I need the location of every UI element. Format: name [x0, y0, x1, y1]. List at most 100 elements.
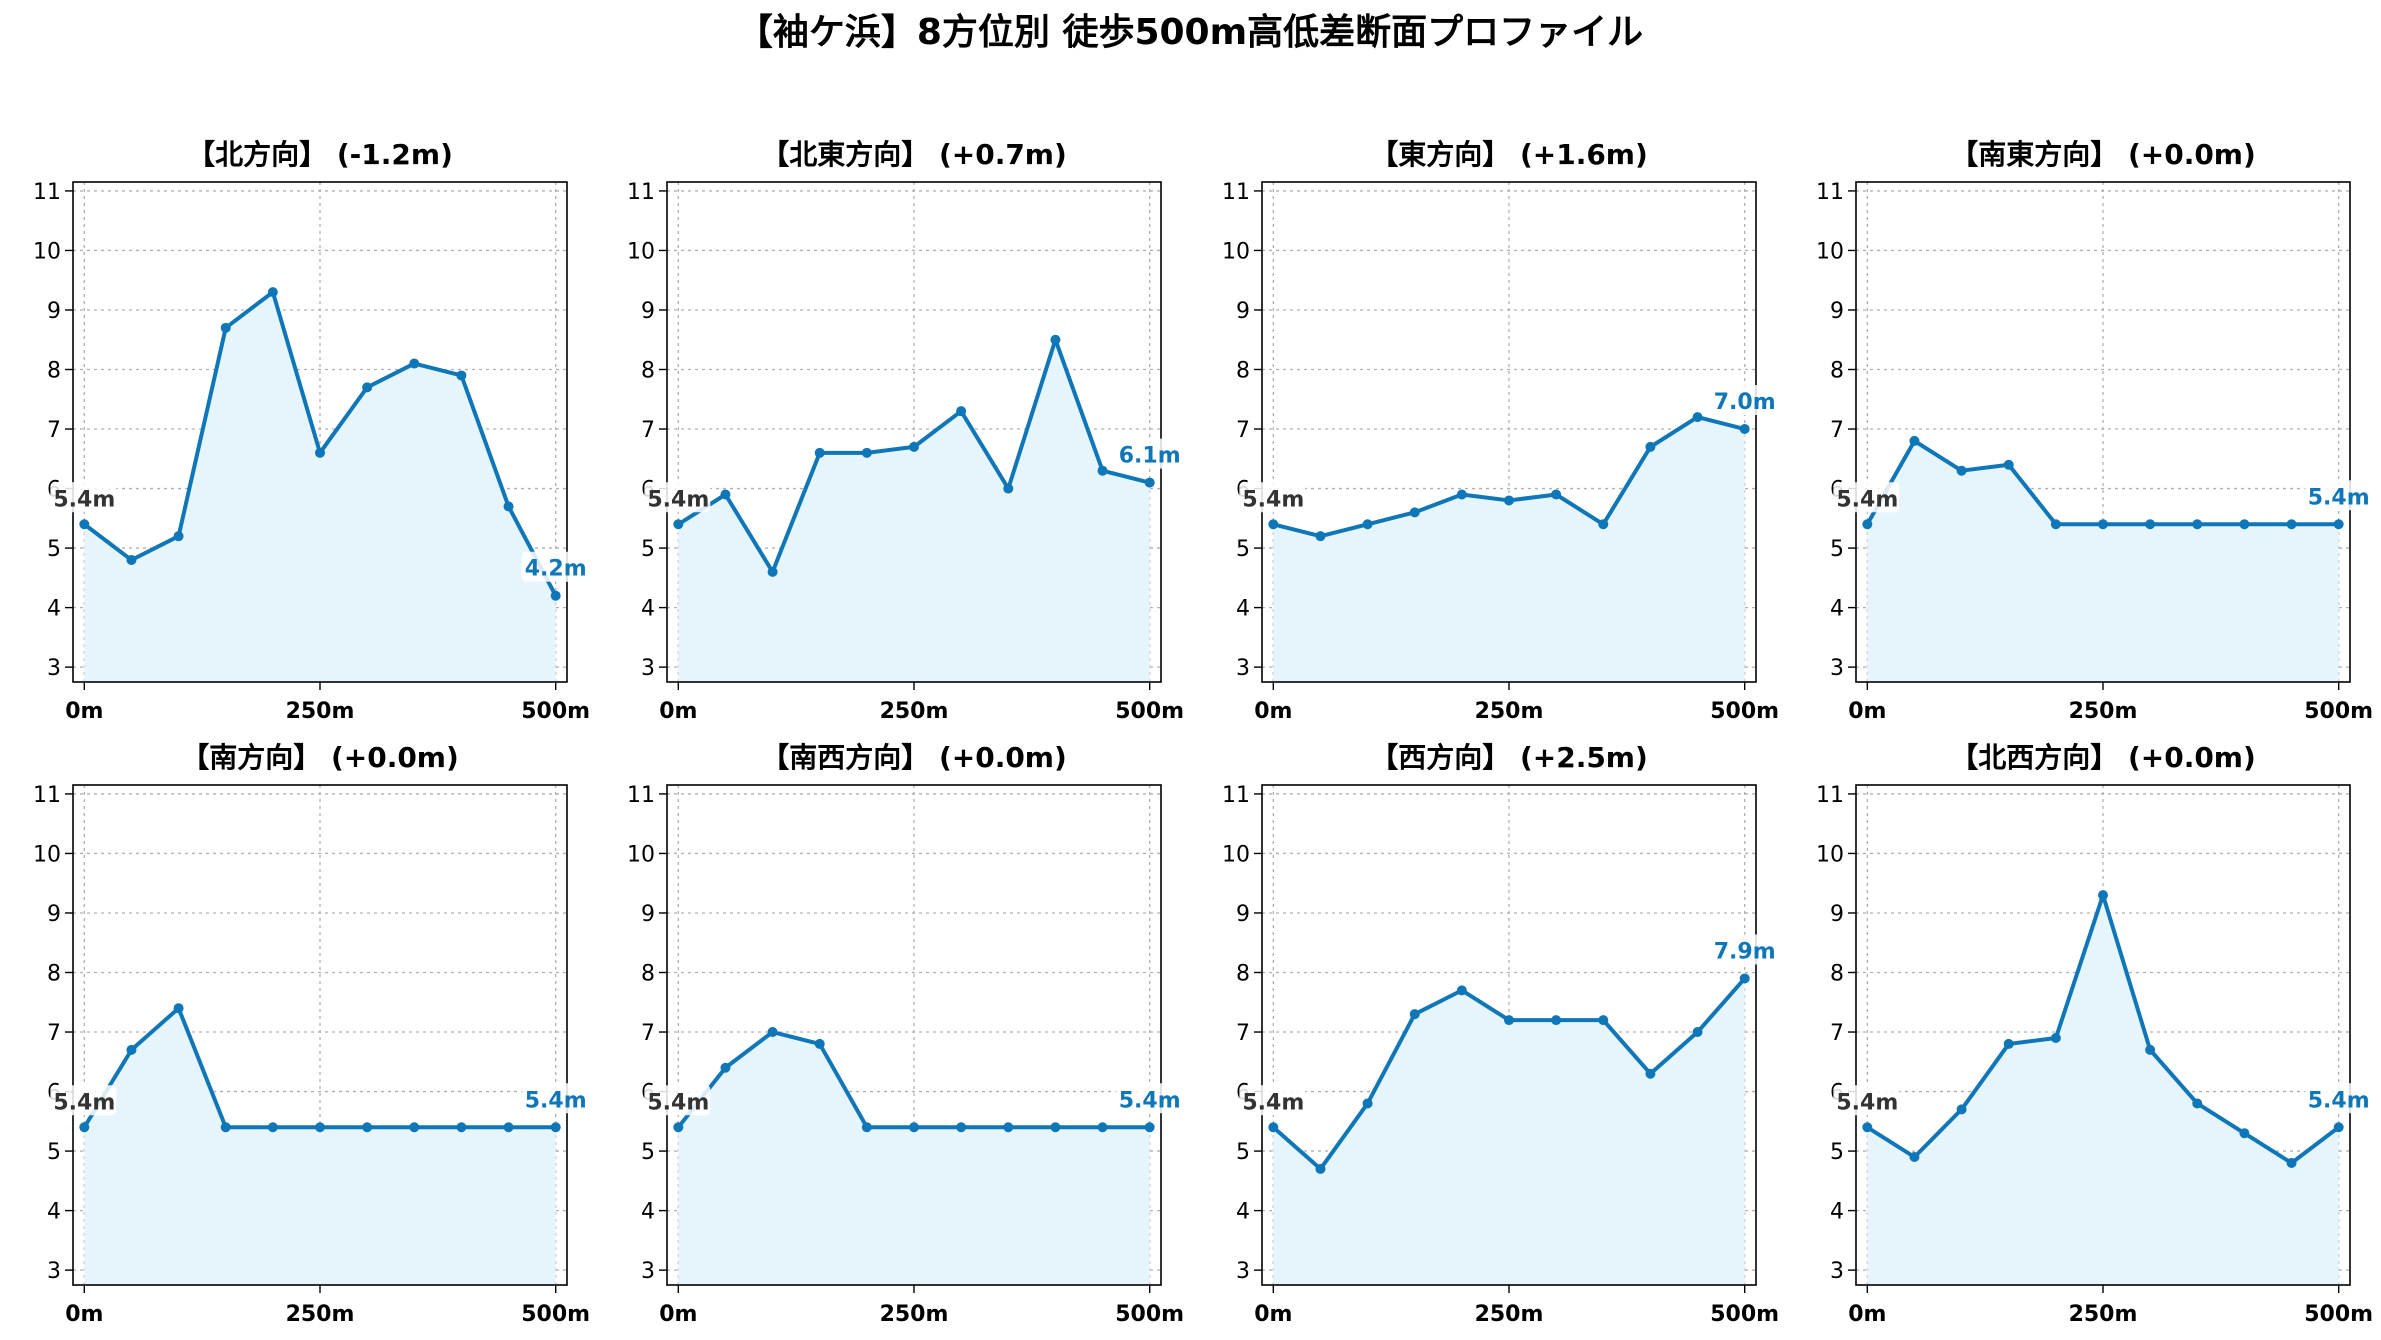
y-tick-label: 5	[47, 1140, 61, 1165]
end-label: 5.4m	[1119, 1088, 1181, 1113]
data-point	[720, 1062, 731, 1073]
start-label: 5.4m	[53, 1090, 115, 1115]
data-point	[1598, 1015, 1609, 1026]
x-tick-label: 0m	[1254, 699, 1292, 724]
data-point	[126, 554, 137, 565]
data-point	[2003, 459, 2014, 470]
x-tick-label: 250m	[880, 699, 949, 724]
y-tick-label: 4	[1236, 1200, 1250, 1225]
y-tick-label: 4	[1830, 597, 1844, 622]
data-point	[126, 1044, 137, 1055]
y-tick-label: 3	[1830, 1259, 1844, 1284]
y-tick-label: 7	[47, 418, 61, 443]
data-point	[409, 1122, 420, 1133]
y-tick-label: 10	[627, 842, 655, 867]
data-point	[1362, 519, 1373, 530]
data-point	[550, 1122, 561, 1133]
y-tick-label: 7	[641, 418, 655, 443]
x-tick-label: 250m	[286, 1302, 355, 1327]
y-tick-label: 8	[47, 962, 61, 987]
area-fill	[678, 1032, 1150, 1285]
data-point	[2239, 519, 2250, 530]
axes-frame	[666, 784, 1162, 1286]
data-point	[2098, 519, 2108, 530]
start-label: 5.4m	[53, 487, 115, 512]
data-point	[673, 1122, 684, 1133]
data-point	[1097, 1122, 1108, 1133]
data-point	[1268, 1122, 1279, 1133]
x-tick-label: 500m	[1710, 699, 1779, 724]
data-point	[220, 322, 231, 333]
data-point	[550, 590, 561, 601]
y-tick-label: 3	[1236, 1259, 1250, 1284]
x-tick-label: 500m	[521, 1302, 590, 1327]
data-point	[2286, 1157, 2297, 1168]
start-label-bg	[1239, 482, 1306, 513]
y-tick-label: 10	[33, 239, 61, 264]
data-point	[1362, 1098, 1373, 1109]
x-tick-label: 0m	[1254, 1302, 1292, 1327]
area-fill	[84, 1008, 556, 1285]
data-point	[2192, 519, 2203, 530]
y-tick-label: 11	[33, 180, 61, 205]
start-label-bg	[644, 482, 711, 513]
data-point	[220, 1122, 231, 1133]
axes-frame	[1855, 784, 2351, 1286]
y-tick-label: 11	[627, 180, 655, 205]
start-label-bg	[1833, 482, 1900, 513]
y-tick-label: 4	[47, 1200, 61, 1225]
data-point	[315, 447, 325, 458]
data-point	[1862, 1122, 1873, 1133]
panel-title: 【北西方向】 (+0.0m)	[1950, 741, 2256, 774]
data-point	[2050, 519, 2061, 530]
data-point	[2239, 1128, 2250, 1139]
data-point	[1645, 441, 1656, 452]
end-label-bg	[1710, 934, 1777, 965]
data-point	[1144, 477, 1155, 488]
data-point	[1862, 519, 1873, 530]
x-tick-label: 0m	[1848, 699, 1886, 724]
y-tick-label: 9	[47, 902, 61, 927]
data-point	[2145, 1044, 2156, 1055]
data-point	[767, 566, 778, 577]
panel-title: 【北方向】 (-1.2m)	[187, 138, 453, 171]
data-point	[1504, 495, 1514, 506]
data-point	[2003, 1038, 2014, 1049]
y-tick-label: 9	[1236, 299, 1250, 324]
data-point	[1003, 1122, 1014, 1133]
data-point	[2333, 519, 2344, 530]
data-point	[1315, 531, 1326, 542]
data-point	[2333, 1122, 2344, 1133]
data-point	[1739, 424, 1750, 435]
data-point	[1909, 1152, 1920, 1163]
x-tick-label: 250m	[2069, 699, 2138, 724]
start-label: 5.4m	[1836, 487, 1898, 512]
data-point	[1739, 973, 1750, 984]
data-point	[1268, 519, 1279, 530]
data-point	[1003, 483, 1014, 494]
x-tick-label: 250m	[1475, 699, 1544, 724]
data-point	[1956, 465, 1967, 476]
x-tick-label: 500m	[521, 699, 590, 724]
end-label: 5.4m	[2308, 485, 2370, 510]
data-point	[79, 1122, 90, 1133]
y-tick-label: 3	[1830, 656, 1844, 681]
data-point	[1050, 1122, 1061, 1133]
end-label-bg	[1115, 1083, 1182, 1114]
x-tick-label: 250m	[1475, 1302, 1544, 1327]
y-tick-label: 11	[1816, 783, 1844, 808]
data-point	[1598, 519, 1609, 530]
area-fill	[84, 292, 556, 682]
chart-panel: 【北方向】 (-1.2m)345678910110m250m500m5.4m4.…	[33, 138, 590, 724]
panel-title: 【西方向】 (+2.5m)	[1370, 741, 1648, 774]
data-point	[409, 358, 420, 369]
data-point	[909, 441, 919, 452]
x-tick-label: 500m	[1710, 1302, 1779, 1327]
y-tick-label: 10	[1816, 842, 1844, 867]
x-tick-label: 250m	[2069, 1302, 2138, 1327]
y-tick-label: 7	[1830, 1021, 1844, 1046]
data-point	[1456, 489, 1467, 500]
x-tick-label: 500m	[2304, 699, 2373, 724]
data-point	[1409, 1009, 1420, 1020]
start-label-bg	[644, 1085, 711, 1116]
